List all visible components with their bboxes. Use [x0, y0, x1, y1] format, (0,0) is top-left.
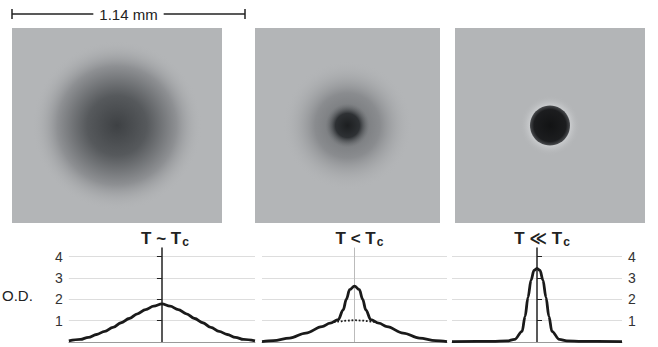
svg-text:1.14 mm: 1.14 mm	[99, 6, 157, 23]
svg-text:c: c	[563, 235, 570, 249]
svg-text:c: c	[377, 235, 384, 249]
svg-text:T ≪ T: T ≪ T	[514, 229, 563, 248]
svg-text:4: 4	[55, 249, 63, 265]
svg-text:4: 4	[628, 249, 636, 265]
svg-text:1: 1	[55, 313, 63, 329]
svg-text:1: 1	[628, 313, 636, 329]
svg-text:T ~ T: T ~ T	[141, 229, 182, 248]
svg-text:3: 3	[628, 270, 636, 286]
svg-text:O.D.: O.D.	[2, 287, 33, 304]
svg-text:c: c	[182, 235, 189, 249]
svg-text:2: 2	[628, 291, 636, 307]
svg-text:T < T: T < T	[336, 229, 377, 248]
svg-text:3: 3	[55, 270, 63, 286]
svg-text:2: 2	[55, 291, 63, 307]
